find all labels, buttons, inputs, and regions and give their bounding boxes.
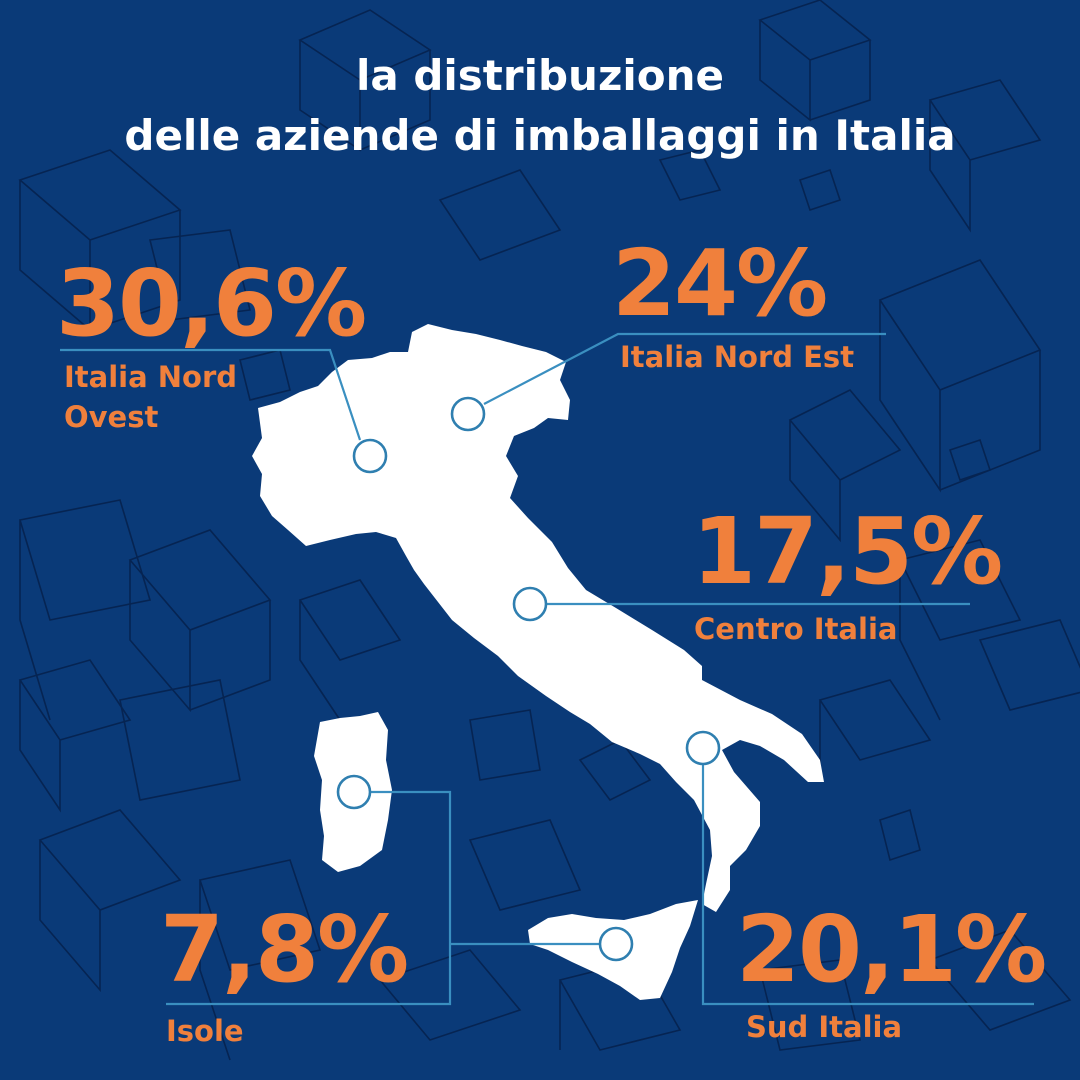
leader-nord-est — [483, 332, 886, 405]
value-isole: 7,8% — [160, 896, 409, 1003]
label-centro: Centro Italia — [694, 612, 898, 646]
label-nord-est: Italia Nord Est — [620, 340, 855, 374]
value-nord-ovest: 30,6% — [56, 250, 367, 357]
label-nord-ovest-line-1: Italia Nord — [64, 360, 238, 394]
value-nord-est: 24% — [612, 230, 828, 337]
label-sud: Sud Italia — [746, 1010, 903, 1044]
label-isole: Isole — [166, 1014, 244, 1048]
value-sud: 20,1% — [736, 896, 1047, 1003]
marker-nord-est — [450, 396, 486, 432]
marker-nord-ovest — [352, 438, 388, 474]
title-line-1: la distribuzione — [355, 51, 725, 100]
title-line-2: delle aziende di imballaggi in Italia — [124, 111, 956, 160]
label-nord-ovest-line-2: Ovest — [64, 400, 159, 434]
leader-isole — [166, 790, 452, 1006]
marker-sicily — [598, 926, 634, 962]
marker-centro — [512, 586, 548, 622]
marker-sardinia — [336, 774, 372, 810]
leader-sud — [701, 764, 1034, 1006]
value-centro: 17,5% — [692, 498, 1003, 605]
marker-sud — [685, 730, 721, 766]
leader-nord-ovest — [60, 348, 362, 441]
